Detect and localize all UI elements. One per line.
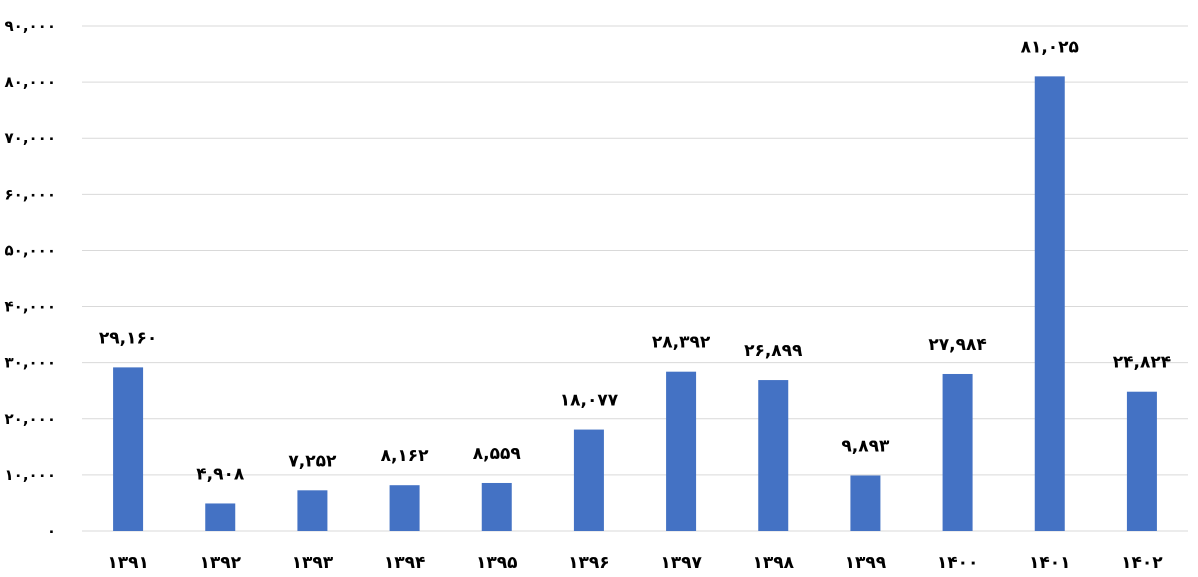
data-label: ۲۹,۱۶۰ [99, 328, 157, 348]
y-tick-label: ۶۰,۰۰۰ [5, 185, 56, 203]
x-tick-label: ۱۳۹۹ [845, 553, 887, 573]
x-tick-label: ۱۳۹۸ [752, 553, 794, 573]
bar [205, 503, 236, 531]
x-tick-label: ۱۳۹۱ [107, 553, 149, 573]
data-labels: ۲۹,۱۶۰ ۴,۹۰۸ ۷,۲۵۲ ۸,۱۶۲ ۸,۵۵۹ ۱۸,۰۷۷ ۲۸,۳۹۲ ۲۶… [99, 37, 1171, 484]
bar [758, 380, 789, 531]
bar [850, 475, 881, 531]
y-tick-label: ۴۰,۰۰۰ [5, 298, 56, 316]
y-tick-label: ۰ [47, 522, 56, 540]
data-label: ۸,۵۵۹ [473, 444, 522, 464]
data-label: ۷,۲۵۲ [288, 451, 337, 471]
x-tick-label: ۱۳۹۶ [568, 553, 610, 573]
data-label: ۸,۱۶۲ [381, 446, 430, 466]
bar [113, 367, 144, 531]
data-label: ۱۸,۰۷۷ [560, 391, 619, 411]
bar [1126, 391, 1157, 531]
x-axis: ۱۳۹۱ ۱۳۹۲ ۱۳۹۳ ۱۳۹۴ ۱۳۹۵ ۱۳۹۶ ۱۳۹۷ ۱۳۹۸ ۱۳۹۹ ۱۴۰۰… [107, 553, 1163, 573]
y-tick-label: ۵۰,۰۰۰ [5, 241, 56, 259]
bar [389, 485, 420, 531]
data-label: ۲۷,۹۸۴ [928, 335, 986, 355]
bar [666, 371, 697, 531]
data-label: ۸۱,۰۲۵ [1021, 37, 1079, 57]
x-tick-label: ۱۴۰۱ [1029, 553, 1071, 573]
bar [573, 429, 604, 531]
gridlines [82, 25, 1188, 532]
y-axis: ۰ ۱۰,۰۰۰ ۲۰,۰۰۰ ۳۰,۰۰۰ ۴۰,۰۰۰ ۵۰,۰۰۰ ۶۰,۰۰۰ ۷۰,… [5, 17, 56, 540]
y-tick-label: ۲۰,۰۰۰ [5, 410, 56, 428]
x-tick-label: ۱۴۰۰ [937, 553, 979, 573]
bar [1034, 76, 1065, 531]
y-tick-label: ۹۰,۰۰۰ [5, 17, 56, 35]
bar [297, 490, 328, 531]
data-label: ۹,۸۹۳ [841, 436, 890, 456]
bars [113, 76, 1157, 531]
y-tick-label: ۸۰,۰۰۰ [5, 73, 56, 91]
data-label: ۴,۹۰۸ [196, 464, 245, 484]
x-tick-label: ۱۴۰۲ [1121, 553, 1163, 573]
bar [481, 482, 512, 531]
bar [942, 373, 973, 531]
data-label: ۲۴,۸۲۴ [1113, 353, 1171, 373]
y-tick-label: ۳۰,۰۰۰ [5, 354, 56, 372]
data-label: ۲۸,۳۹۲ [652, 333, 711, 353]
x-tick-label: ۱۳۹۳ [292, 553, 334, 573]
x-tick-label: ۱۳۹۵ [476, 553, 518, 573]
x-tick-label: ۱۳۹۴ [384, 553, 426, 573]
y-tick-label: ۱۰,۰۰۰ [5, 466, 56, 484]
data-label: ۲۶,۸۹۹ [744, 341, 803, 361]
x-tick-label: ۱۳۹۷ [660, 553, 702, 573]
x-tick-label: ۱۳۹۲ [199, 553, 241, 573]
y-tick-label: ۷۰,۰۰۰ [5, 129, 56, 147]
